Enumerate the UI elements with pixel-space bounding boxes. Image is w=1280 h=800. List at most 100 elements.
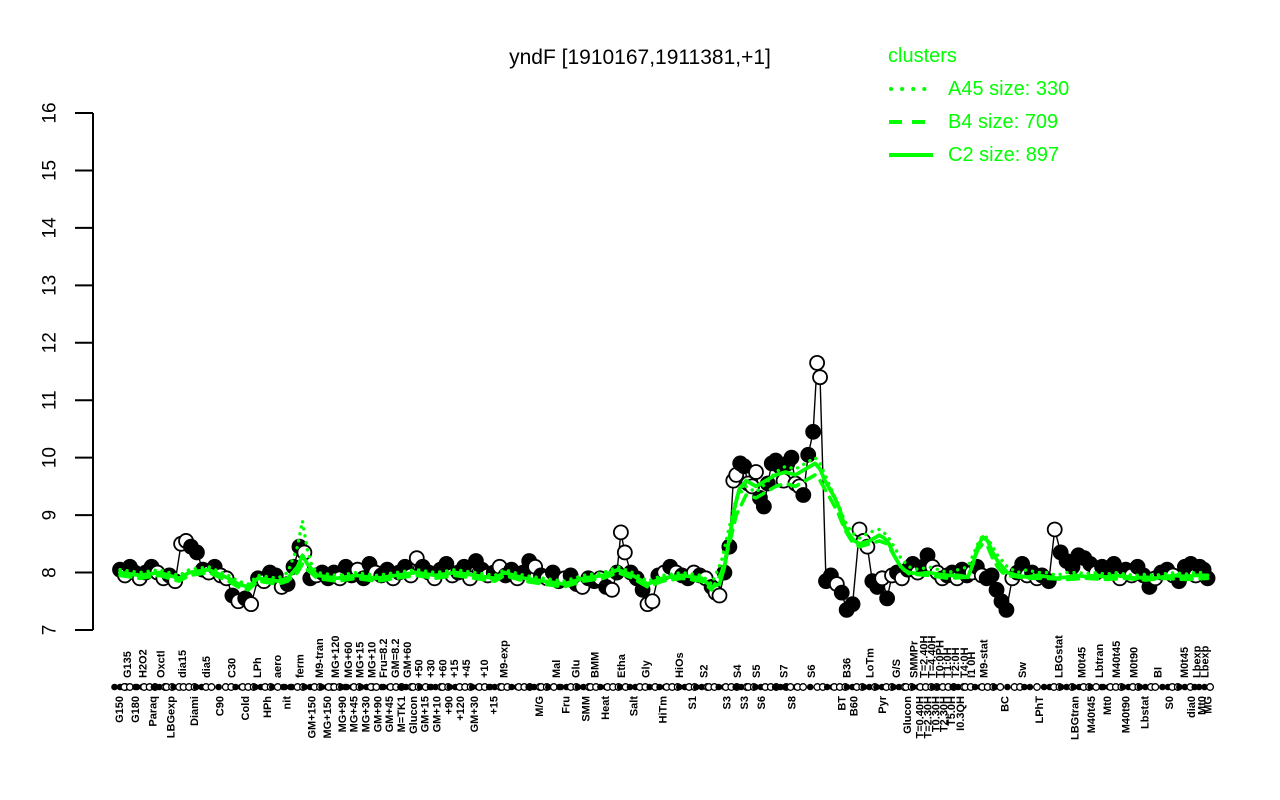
legend-entry-a45: A45 size: 330: [888, 77, 1069, 101]
y-tick-label: 9: [40, 510, 61, 521]
strip-dot: [574, 683, 582, 691]
x-condition-label: M40t90: [1121, 696, 1133, 733]
cluster-legend: clusters A45 size: 330 B4 size: 709 C2 s…: [888, 45, 1069, 167]
x-condition-label: T=2.40H: [919, 635, 931, 678]
series-c2-solid: [118, 461, 1210, 589]
strip-dot: [426, 683, 434, 691]
strip-dot: [1063, 683, 1070, 691]
data-point-open: [809, 354, 826, 371]
x-condition-label: Paraq: [148, 696, 160, 727]
strip-dot: [402, 683, 410, 691]
data-point-filled: [844, 596, 861, 613]
strip-dot: [288, 683, 296, 691]
x-condition-label: GM+15: [420, 696, 432, 732]
data-point-filled: [833, 584, 850, 601]
data-point-open: [612, 524, 629, 541]
x-condition-label: +60: [437, 659, 449, 678]
x-condition-label: G135: [122, 651, 134, 678]
strip-dot: [1195, 683, 1203, 691]
strip-dot: [156, 683, 163, 691]
strip-dot: [929, 683, 937, 691]
strip-dot: [895, 683, 903, 691]
x-condition-label: Pyr: [877, 695, 889, 713]
x-condition-label: G150: [114, 696, 126, 723]
x-condition-label: BT: [837, 696, 849, 711]
strip-dot: [416, 683, 424, 691]
strip-dot: [468, 683, 476, 691]
x-condition-label: M40t45: [1111, 641, 1123, 678]
x-condition-label: LBGexp: [165, 696, 177, 738]
x-condition-label: H2O2: [138, 649, 150, 678]
chart-title: yndF [1910167,1911381,+1]: [509, 46, 771, 69]
dashed-line-icon: [889, 120, 933, 124]
x-condition-label: S3: [721, 696, 733, 709]
strip-dot: [485, 683, 493, 691]
strip-dot: [1026, 683, 1034, 691]
x-condition-label: dia0: [1186, 696, 1198, 718]
strip-dot: [991, 683, 999, 691]
strip-dot: [692, 683, 700, 691]
x-condition-label: S8: [786, 696, 798, 709]
x-condition-label: MG: [1203, 696, 1215, 714]
data-point-filled: [189, 544, 205, 561]
x-condition-label: Fru=8.2: [378, 639, 390, 678]
y-tick-label: 10: [40, 447, 61, 468]
x-condition-label: Fru: [561, 696, 573, 714]
strip-dot: [1099, 683, 1107, 691]
strip-dot: [380, 683, 387, 691]
x-condition-label: +45: [461, 659, 473, 678]
strip-dot: [873, 683, 880, 691]
y-tick-label: 13: [40, 275, 61, 296]
legend-entry-label: C2 size: 897: [948, 143, 1060, 166]
x-condition-label: +10: [479, 659, 491, 678]
x-condition-label: BI: [1152, 667, 1164, 678]
strip-dot: [954, 683, 962, 691]
legend-entry-b4: B4 size: 709: [888, 110, 1069, 134]
dotted-line-icon: [889, 87, 933, 91]
x-condition-label: S2: [699, 665, 711, 678]
x-condition-label: T=0.40H: [915, 696, 927, 739]
strip-dot: [1142, 683, 1149, 691]
x-condition-label: M9-exp: [499, 640, 511, 678]
strip-dot: [251, 683, 259, 691]
strip-dot: [616, 683, 624, 691]
strip-dot: [215, 683, 222, 691]
data-point-filled: [879, 590, 896, 607]
x-condition-label: M0t45: [1179, 647, 1191, 678]
data-point-filled: [983, 567, 1000, 584]
x-condition-label: LBGtran: [1069, 696, 1081, 740]
x-condition-label: MG+120: [330, 636, 342, 679]
strip-dot: [192, 683, 200, 691]
x-condition-label: S3: [739, 696, 751, 709]
x-condition-label: G180: [130, 696, 142, 723]
strip-dot: [698, 683, 706, 691]
x-condition-label: LPh: [252, 657, 264, 678]
x-condition-label: Lbexp: [1192, 645, 1204, 678]
x-condition-label: dia5: [201, 656, 213, 678]
x-condition-label: MG+10: [366, 642, 378, 678]
x-condition-label: B36: [842, 658, 854, 678]
data-point-open: [748, 464, 764, 480]
data-point-open: [644, 593, 661, 610]
x-condition-label: Lbstat: [1139, 696, 1151, 729]
x-condition-label: +50: [414, 659, 426, 678]
strip-dot: [1119, 683, 1127, 691]
strip-dot: [1040, 683, 1048, 691]
strip-dot: [597, 683, 604, 691]
x-condition-label: Mal: [551, 660, 563, 678]
x-condition-label: SMMPr: [909, 640, 921, 678]
data-point-open: [711, 587, 728, 604]
strip-dot: [971, 683, 979, 691]
x-condition-label: Glucon: [408, 696, 420, 734]
x-condition-label: MG+45: [349, 696, 361, 732]
x-condition-label: Cold: [240, 696, 252, 720]
x-condition-label: T0.30H: [930, 696, 942, 732]
strip-dot: [397, 683, 404, 691]
strip-dot: [1151, 683, 1160, 691]
series-b4-dashed: [118, 473, 1210, 592]
strip-dot: [1004, 683, 1011, 691]
strip-dot: [1033, 683, 1041, 691]
strip-dot: [1159, 683, 1166, 691]
y-tick-label: 11: [40, 390, 61, 410]
